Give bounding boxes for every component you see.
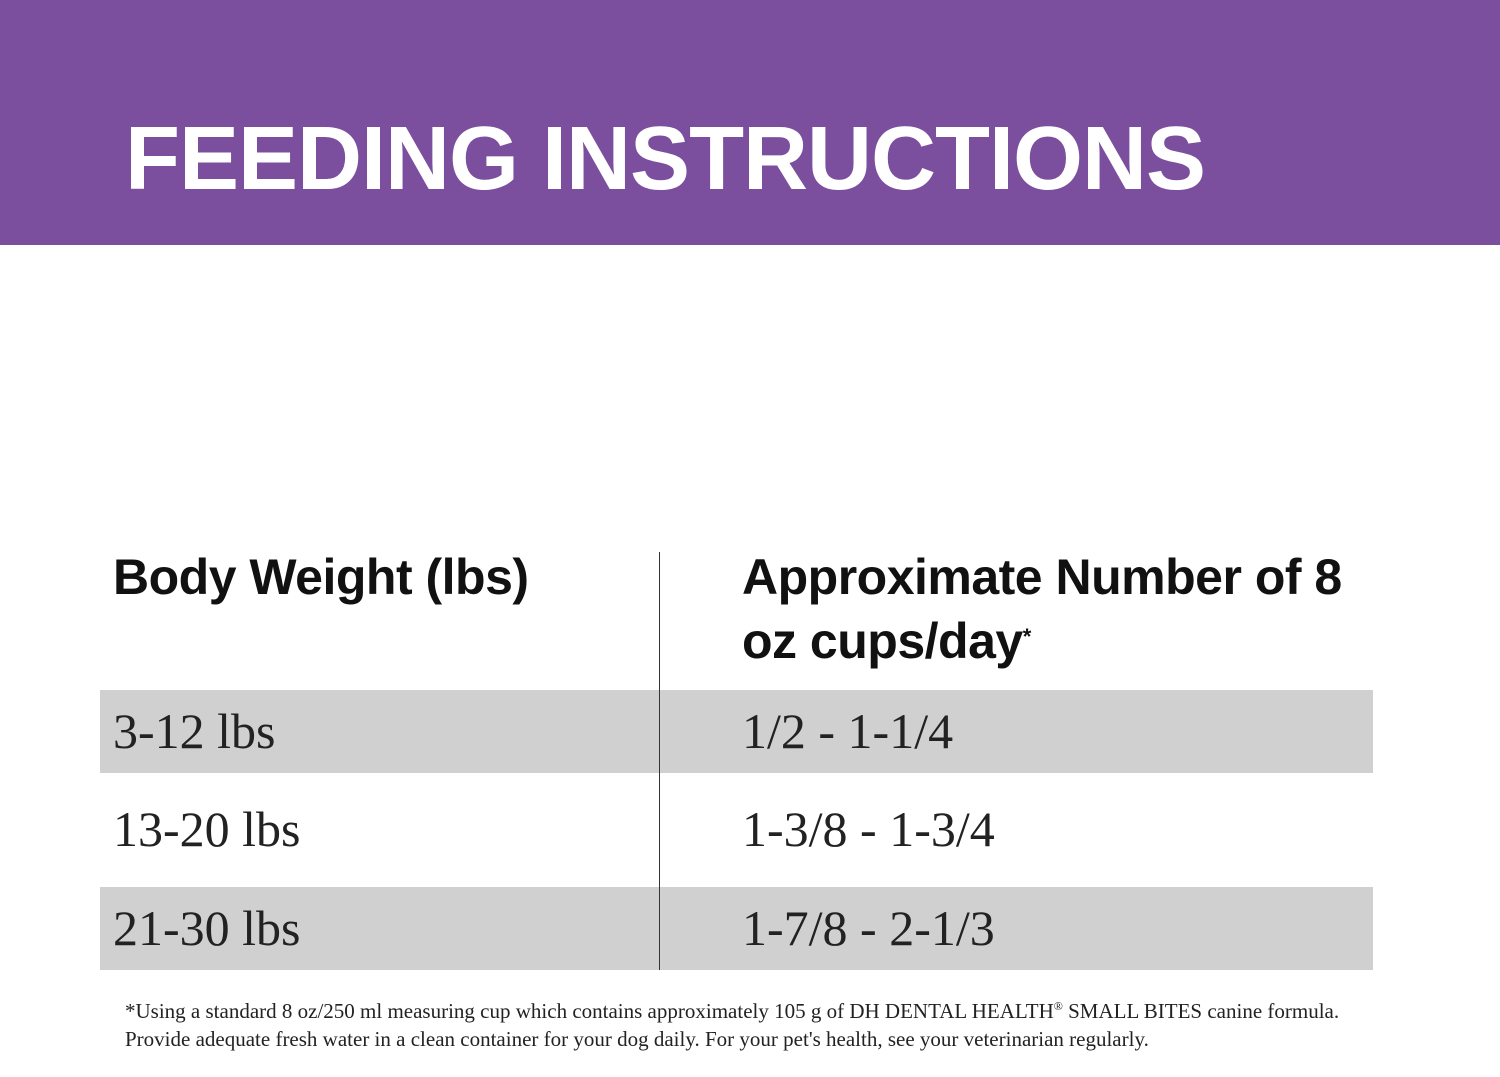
title: FEEDING INSTRUCTIONS (125, 109, 1206, 209)
table-row: 13-20 lbs 1-3/8 - 1-3/4 (100, 773, 1373, 887)
footnote: *Using a standard 8 oz/250 ml measuring … (125, 992, 1375, 1053)
table-cell: 3-12 lbs (113, 702, 276, 759)
footnote-text: *Using a standard 8 oz/250 ml measuring … (125, 999, 1054, 1023)
table-cell: 1-7/8 - 2-1/3 (742, 899, 995, 956)
table-row: 21-30 lbs 1-7/8 - 2-1/3 (100, 887, 1373, 970)
table-row: 3-12 lbs 1/2 - 1-1/4 (100, 690, 1373, 773)
header-mark: * (1022, 624, 1032, 649)
table-cell: 21-30 lbs (113, 899, 301, 956)
table-cell: 1-3/8 - 1-3/4 (742, 801, 995, 857)
table-cell: 13-20 lbs (113, 801, 301, 857)
column-divider (659, 552, 660, 970)
header-text: Approximate Number of 8 oz cups/day (742, 549, 1342, 669)
header-banner: FEEDING INSTRUCTIONS (0, 0, 1500, 245)
footnote-text: SMALL BITES canine formula. Provide adeq… (125, 999, 1340, 1051)
table-header: Body Weight (lbs) (113, 549, 529, 605)
table-cell: 1/2 - 1-1/4 (742, 702, 954, 759)
table-header: Approximate Number of 8 oz cups/day* (742, 545, 1342, 673)
registered-mark: ® (1053, 999, 1063, 1013)
